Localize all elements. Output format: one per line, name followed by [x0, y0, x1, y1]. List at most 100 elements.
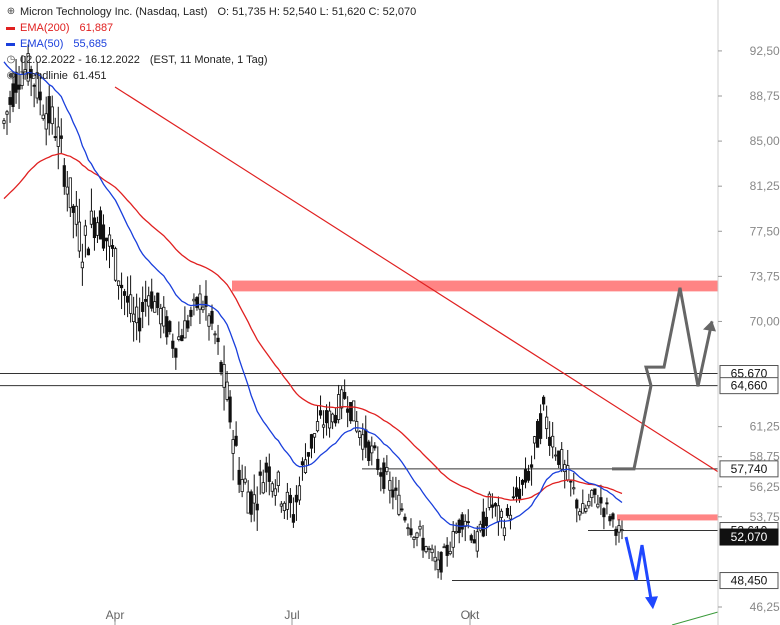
y-tick-label: 85,000 [750, 134, 780, 148]
candle-body [270, 483, 274, 492]
candle [505, 504, 510, 518]
candle [11, 72, 15, 113]
candle-body [321, 424, 326, 428]
y-tick-label: 81,250 [750, 179, 780, 193]
legend-ema200-row[interactable]: EMA(200) 61,887 [6, 20, 416, 36]
candle-body [135, 306, 139, 324]
candle [376, 446, 380, 476]
candle-body [361, 434, 365, 450]
candle [240, 464, 244, 498]
price-marker-label: 65,670 [731, 367, 768, 381]
candle [388, 471, 392, 504]
price-marker-label: 48,450 [731, 574, 768, 588]
candle [138, 297, 142, 343]
candle [605, 497, 609, 515]
ema50-label: EMA(50) [20, 38, 64, 50]
candle-body [56, 126, 60, 147]
candle-body [213, 333, 217, 336]
candle-body [101, 224, 106, 249]
legend-trend-row[interactable]: ◉ Trendlinie 61.451 [6, 68, 416, 84]
candle [373, 442, 377, 451]
candle [228, 390, 232, 429]
candle [439, 551, 443, 580]
candle [315, 406, 320, 433]
candle [499, 508, 504, 529]
candle-body [451, 531, 455, 548]
price-marker-box [719, 528, 779, 546]
candle-body [551, 435, 555, 448]
candle-body [520, 479, 525, 485]
candle [68, 177, 72, 218]
candle-body [234, 435, 238, 446]
candle [358, 430, 362, 446]
candle-body [355, 421, 359, 432]
candle [557, 450, 561, 469]
candle-body [110, 245, 115, 249]
trend-label: Trendlinie [20, 70, 68, 82]
candle [535, 419, 540, 448]
collapse-icon[interactable]: ⊕ [6, 6, 16, 17]
candle-body [508, 514, 513, 520]
candle-body [255, 503, 259, 511]
candle-body [379, 472, 383, 477]
candle-body [575, 499, 579, 509]
candle-body [50, 106, 54, 125]
resistance-zone [617, 514, 718, 521]
candle-body [469, 535, 473, 541]
candle-body [343, 391, 347, 399]
price-marker-box [719, 460, 779, 478]
ema200-label: EMA(200) [20, 22, 70, 34]
candle [2, 117, 6, 130]
candle [144, 280, 148, 317]
y-tick-label: 53,750 [750, 510, 780, 524]
candle [279, 501, 283, 513]
candle [5, 109, 9, 135]
candle-body [599, 497, 603, 504]
resistance-zone [232, 280, 718, 292]
candle [487, 491, 491, 511]
ema200-swatch [6, 26, 15, 30]
candle [523, 457, 528, 489]
price-marker: 52,070 [719, 528, 779, 546]
candle-body [243, 478, 247, 483]
candle-body [370, 445, 374, 454]
candle [548, 421, 552, 456]
candle [110, 239, 115, 257]
candle [98, 206, 103, 240]
y-tick-label: 56,250 [750, 480, 780, 494]
candle [159, 303, 163, 339]
candle [508, 505, 513, 530]
moving-averages [3, 61, 623, 530]
candle [532, 435, 537, 460]
candle-body [273, 488, 277, 496]
candle [427, 545, 431, 560]
candle-body [611, 513, 615, 520]
candle-body [119, 284, 124, 289]
candle [321, 410, 326, 439]
candle [611, 512, 615, 528]
candle [300, 457, 305, 481]
candle-body [557, 450, 561, 465]
candle-body [192, 298, 196, 302]
candle-body [349, 401, 353, 422]
candle [364, 415, 368, 459]
candle-body [47, 96, 51, 124]
legend-ema50-row[interactable]: EMA(50) 55,685 [6, 36, 416, 52]
candle-body [258, 471, 262, 476]
candle-body [180, 335, 184, 342]
candle [132, 296, 136, 342]
candle [276, 470, 280, 493]
candle [261, 469, 265, 495]
y-tick-label: 58,750 [750, 450, 780, 464]
candle [352, 400, 356, 422]
candle [195, 296, 199, 311]
candle [334, 407, 338, 427]
candle-body [569, 480, 573, 483]
candle-body [409, 528, 413, 536]
candle [418, 520, 422, 537]
candle-body [132, 313, 136, 322]
candle-body [165, 316, 169, 338]
candle [436, 551, 440, 579]
candle [463, 514, 467, 542]
